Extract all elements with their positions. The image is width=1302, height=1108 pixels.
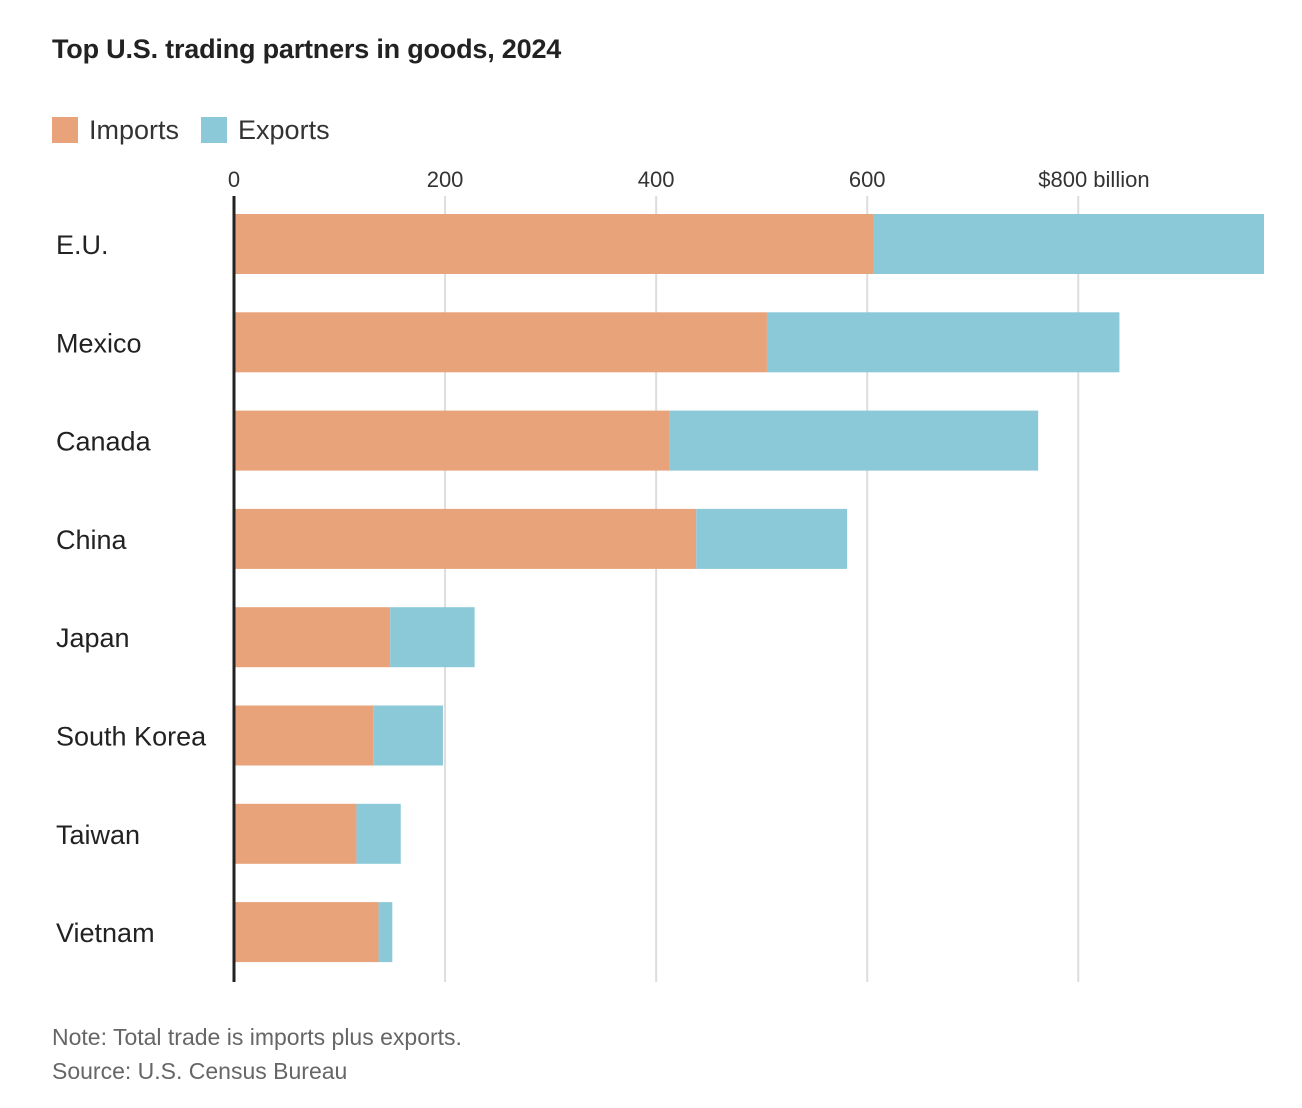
category-label: South Korea	[56, 722, 207, 752]
x-tick-label-600: 600	[849, 167, 886, 192]
category-label: Taiwan	[56, 820, 140, 850]
bar-imports-e-u	[234, 214, 874, 274]
bar-imports-taiwan	[234, 803, 357, 864]
x-tick-label-200: 200	[427, 167, 464, 192]
footer-note: Note: Total trade is imports plus export…	[52, 1024, 462, 1050]
category-label: E.U.	[56, 230, 109, 260]
category-label: Mexico	[56, 328, 142, 358]
bar-exports-vietnam	[378, 902, 393, 963]
bar-exports-japan	[390, 607, 475, 668]
bar-imports-canada	[234, 410, 670, 471]
legend-label-exports: Exports	[238, 114, 330, 145]
footer-source: Source: U.S. Census Bureau	[52, 1058, 348, 1084]
legend-swatch-exports	[201, 117, 228, 143]
x-tick-label-400: 400	[638, 167, 675, 192]
bar-imports-japan	[234, 607, 391, 668]
bar-imports-mexico	[234, 312, 767, 373]
bar-exports-south-korea	[373, 705, 443, 766]
x-axis-ticks: 0 200 400 600 $800 billion	[228, 167, 1150, 192]
bar-chart: 0 200 400 600 $800 billion E.U. Mexico Canada C…	[56, 167, 1264, 982]
bar-exports-mexico	[766, 312, 1120, 373]
bar-exports-canada	[669, 410, 1039, 471]
bar-imports-china	[234, 508, 697, 569]
x-tick-label-0: 0	[228, 167, 240, 192]
legend-item-exports: Exports	[201, 115, 330, 146]
category-label: Japan	[56, 623, 130, 653]
legend-item-imports: Imports	[52, 115, 179, 146]
category-label: China	[56, 525, 128, 555]
bar-imports-vietnam	[234, 902, 379, 963]
chart-title: Top U.S. trading partners in goods, 2024	[52, 34, 562, 64]
footer: Note: Total trade is imports plus export…	[52, 1020, 462, 1088]
legend-swatch-imports	[52, 117, 78, 143]
x-tick-label-800: $800 billion	[1038, 167, 1149, 192]
category-label: Canada	[56, 427, 152, 457]
bar-imports-south-korea	[234, 705, 374, 766]
legend: Imports Exports	[52, 112, 352, 148]
bar-exports-china	[696, 508, 848, 569]
bars	[234, 214, 1264, 963]
bar-exports-taiwan	[356, 803, 401, 864]
category-labels: E.U. Mexico Canada China Japan South Korea Tai…	[56, 230, 207, 948]
category-label: Vietnam	[56, 918, 155, 948]
legend-label-imports: Imports	[89, 114, 180, 145]
bar-exports-e-u	[873, 214, 1264, 274]
